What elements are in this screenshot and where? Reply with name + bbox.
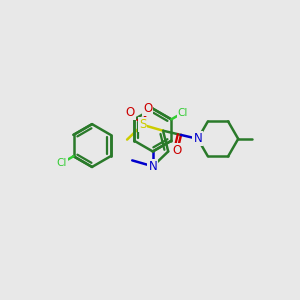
Text: Cl: Cl xyxy=(57,158,67,168)
Text: S: S xyxy=(139,118,146,131)
Text: Cl: Cl xyxy=(178,108,188,118)
Text: O: O xyxy=(172,144,182,157)
Text: N: N xyxy=(194,132,202,146)
Text: N: N xyxy=(148,160,157,173)
Text: O: O xyxy=(126,106,135,119)
Text: O: O xyxy=(143,102,152,115)
